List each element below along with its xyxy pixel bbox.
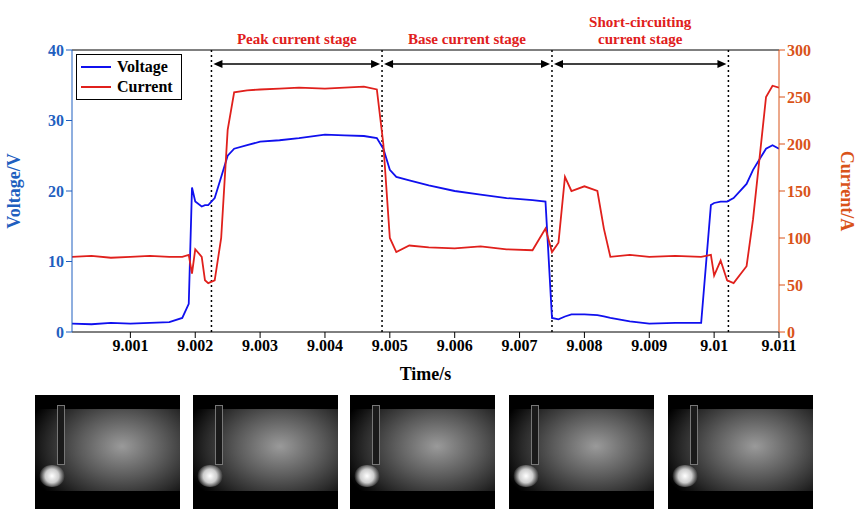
svg-text:9.005: 9.005	[372, 337, 408, 354]
svg-text:9.008: 9.008	[566, 337, 602, 354]
svg-text:9.001: 9.001	[112, 337, 148, 354]
svg-text:9.007: 9.007	[502, 337, 538, 354]
svg-text:50: 50	[787, 277, 803, 294]
svg-text:40: 40	[48, 42, 64, 59]
svg-text:30: 30	[48, 112, 64, 129]
svg-text:20: 20	[48, 183, 64, 200]
svg-text:150: 150	[787, 183, 811, 200]
svg-text:100: 100	[787, 230, 811, 247]
svg-text:9.004: 9.004	[307, 337, 343, 354]
svg-text:10: 10	[48, 253, 64, 270]
svg-text:Current/A: Current/A	[837, 151, 857, 232]
svg-text:9.01: 9.01	[700, 337, 728, 354]
svg-text:250: 250	[787, 89, 811, 106]
svg-text:9.003: 9.003	[242, 337, 278, 354]
svg-text:Time/s: Time/s	[400, 364, 452, 384]
svg-text:Base current stage: Base current stage	[408, 31, 526, 47]
svg-text:0: 0	[787, 324, 795, 341]
svg-text:9.006: 9.006	[437, 337, 473, 354]
svg-text:9.011: 9.011	[761, 337, 797, 355]
svg-text:Voltage/V: Voltage/V	[4, 153, 24, 228]
svg-text:200: 200	[787, 136, 811, 153]
svg-text:current stage: current stage	[598, 31, 683, 47]
svg-text:300: 300	[787, 42, 811, 59]
svg-text:Short-circuiting: Short-circuiting	[589, 14, 692, 30]
svg-text:Peak current stage: Peak current stage	[237, 31, 357, 47]
html-text:Current: Current	[117, 78, 173, 95]
svg-text:0: 0	[56, 324, 64, 341]
html-text:Voltage: Voltage	[117, 58, 168, 75]
svg-text:9.009: 9.009	[631, 337, 667, 354]
svg-text:9.002: 9.002	[177, 337, 213, 354]
